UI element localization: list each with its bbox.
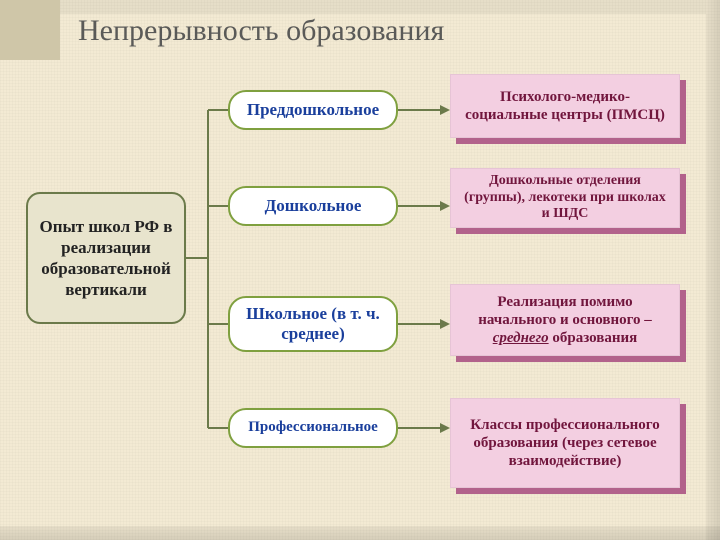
stage-node-school: Школьное (в т. ч. среднее) [228,296,398,352]
stage-label: Дошкольное [265,196,362,216]
stage-node-preschool-pre: Преддошкольное [228,90,398,130]
detail-node-2: Реализация помимо начального и основного… [450,284,680,356]
stage-node-professional: Профессиональное [228,408,398,448]
page-edge-bottom [0,526,720,540]
detail-text: Дошкольные отделения (группы), лекотеки … [461,173,669,223]
root-node-label: Опыт школ РФ в реализации образовательно… [36,216,176,301]
slide-title: Непрерывность образования [78,14,444,48]
top-strip [60,0,706,14]
detail-text: Реализация помимо начального и основного… [461,293,669,347]
stage-label: Преддошкольное [247,100,379,120]
detail-node-3: Классы профессионального образования (че… [450,398,680,488]
stage-label: Школьное (в т. ч. среднее) [238,304,388,343]
page-edge-right [706,0,720,540]
root-node: Опыт школ РФ в реализации образовательно… [26,192,186,324]
corner-accent [0,0,60,60]
stage-label: Профессиональное [248,419,378,436]
stage-node-preschool: Дошкольное [228,186,398,226]
detail-node-0: Психолого-медико-социальные центры (ПМСЦ… [450,74,680,138]
detail-text: Классы профессионального образования (че… [461,416,669,470]
detail-text: Психолого-медико-социальные центры (ПМСЦ… [461,88,669,124]
detail-node-1: Дошкольные отделения (группы), лекотеки … [450,168,680,228]
